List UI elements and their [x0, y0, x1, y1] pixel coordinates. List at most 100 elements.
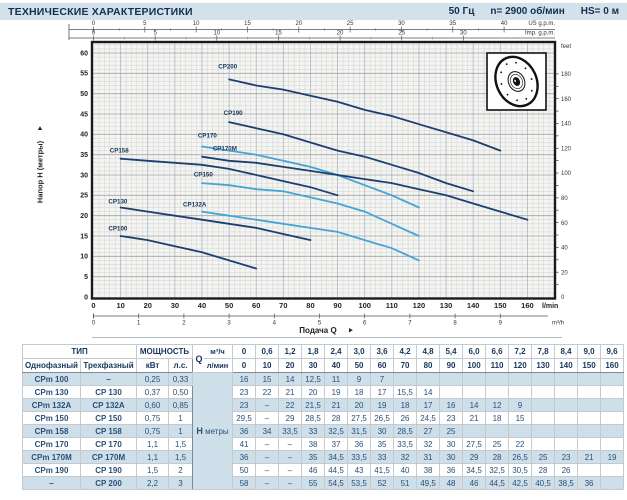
m3h-unit: м³/ч [204, 346, 232, 359]
head-value: 9 [347, 372, 372, 386]
head-value: 51 [393, 476, 418, 490]
head-value [577, 398, 602, 412]
head-value: 16 [232, 372, 257, 386]
y-axis-title-text: Напор H (метры) [36, 140, 45, 203]
head-value: 25 [439, 424, 464, 438]
head-value: 19 [324, 385, 349, 399]
axis-label: 80 [306, 301, 314, 310]
axis-label: 25 [398, 31, 405, 37]
lmin-col-header: 120 [508, 358, 533, 373]
head-value: 15,5 [393, 385, 418, 399]
impgpm-unit-label: Imp. g.p.m. [525, 31, 555, 37]
m3h-col-header: 9,0 [577, 344, 602, 359]
curve-label-CP130: CP130 [108, 198, 127, 205]
table-row-CPm-190: CPm 190 CP 190 1,5 2 50– –46 44,5 43 41,5 40 38 36 3… [22, 463, 625, 477]
head-value: 33,5 [347, 450, 372, 464]
header-bar: ТЕХНИЧЕСКИЕ ХАРАКТЕРИСТИКИ 50 Гц n= 2900… [0, 3, 627, 20]
head-value: 37 [324, 437, 349, 451]
power-hp: 1 [168, 424, 194, 438]
m3h-col-header: 6,0 [462, 344, 487, 359]
head-value: 9 [508, 398, 533, 412]
axis-label: 5 [153, 31, 157, 37]
m3h-col-header: 0 [232, 344, 257, 359]
axis-label: 3 [227, 321, 231, 327]
page-title: ТЕХНИЧЕСКИЕ ХАРАКТЕРИСТИКИ [8, 5, 193, 18]
power-kw: 0,37 [136, 385, 170, 399]
three-phase-model: CP 130 [79, 385, 138, 399]
header-specs: 50 Гц n= 2900 об/мин HS= 0 м [449, 6, 627, 17]
lmin-col-header: 110 [485, 358, 510, 373]
axis-label: 20 [337, 31, 344, 37]
head-value [531, 372, 556, 386]
head-value: 14 [416, 385, 441, 399]
head-value [600, 385, 625, 399]
curve-CP170M [201, 155, 529, 221]
axis-label: 55 [80, 71, 88, 78]
curve-label-CP170M: CP170M [213, 146, 237, 153]
head-value: 7 [370, 372, 395, 386]
plot-border [90, 40, 557, 300]
lmin-col-header: 50 [347, 358, 372, 373]
table-row-CPm-170: CPm 170 CP 170 1,1 1,5 41– –38 37 36 35 33,5 32 30 2… [22, 437, 625, 451]
power-kw: 1,1 [136, 450, 170, 464]
power-hp: 0,33 [168, 372, 194, 386]
head-value: – [255, 450, 280, 464]
head-value: 11 [324, 372, 349, 386]
curve-label-CP170: CP170 [198, 133, 217, 140]
head-value: 23 [232, 385, 257, 399]
curve-CP132A [201, 210, 420, 262]
lmin-col-header: 140 [554, 358, 579, 373]
y-axis-title: Напор H (метры) [36, 126, 45, 203]
head-value [462, 385, 487, 399]
lmin-unit: л/мин [206, 361, 229, 370]
table-row-CPm-170M: CPm 170M CP 170M 1,1 1,5 36– –35 34,5 33,5 33 32 3… [22, 450, 625, 464]
pump-performance-chart: 0 5 10 15 20 25 30 35 40 US g.p.m.0 5 10 15 20 25 30 Imp… [36, 21, 572, 338]
head-value: 33 [301, 424, 326, 438]
axis-label: 0 [92, 321, 96, 327]
hp-header: л.с. [168, 358, 194, 373]
m3h-col-header: 9,6 [600, 344, 625, 359]
grid-major-vertical [120, 43, 528, 298]
m3h-col-header: 4,2 [393, 344, 418, 359]
axis-label: 30 [398, 21, 405, 27]
impeller-inset [486, 52, 547, 111]
type-group-header: ТИП [21, 344, 138, 359]
lmin-col-header: 90 [439, 358, 464, 373]
head-value [600, 398, 625, 412]
axis-label: 0 [84, 294, 88, 301]
head-value [554, 437, 579, 451]
three-phase-header: Трехфазный [79, 358, 138, 373]
three-phase-model: CP 170M [79, 450, 138, 464]
curve-CP170 [201, 145, 420, 209]
head-value [577, 372, 602, 386]
axis-label: 50 [225, 301, 233, 310]
m3h-col-header: 0,6 [255, 344, 280, 359]
head-value: 14 [278, 372, 303, 386]
curve-CP200 [228, 78, 502, 152]
head-value [531, 385, 556, 399]
head-value: 26 [393, 411, 418, 425]
head-value [600, 372, 625, 386]
head-value: 40 [393, 463, 418, 477]
single-phase-model: CPm 132A [22, 398, 81, 412]
power-group-header: МОЩНОСТЬ [136, 344, 194, 359]
axis-label: 20 [80, 213, 88, 220]
axis-label: 5 [318, 321, 322, 327]
speed-value: n= 2900 об/мин [490, 6, 565, 17]
head-value: 18 [347, 385, 372, 399]
head-value: 46 [462, 476, 487, 490]
head-value: 36 [232, 450, 257, 464]
axis-label: 6 [363, 321, 367, 327]
head-value: 33,5 [393, 437, 418, 451]
head-value: 20 [347, 398, 372, 412]
axis-label: 20 [295, 21, 302, 27]
axis-label: 130 [440, 301, 453, 310]
table-row-CPm-158: CPm 158 CP 158 0,75 1 36 34 33,5 33 32,5 31,5 30 28… [22, 424, 625, 438]
head-value: 28,5 [301, 411, 326, 425]
head-value: 41,5 [370, 463, 395, 477]
head-value [577, 437, 602, 451]
head-value: 27,5 [462, 437, 487, 451]
table-row-CPm-132A: CPm 132A CP 132A 0,60 0,85 23–22 21,5 21 20 19 18… [22, 398, 625, 412]
axis-label: 110 [386, 301, 398, 310]
head-value [577, 385, 602, 399]
